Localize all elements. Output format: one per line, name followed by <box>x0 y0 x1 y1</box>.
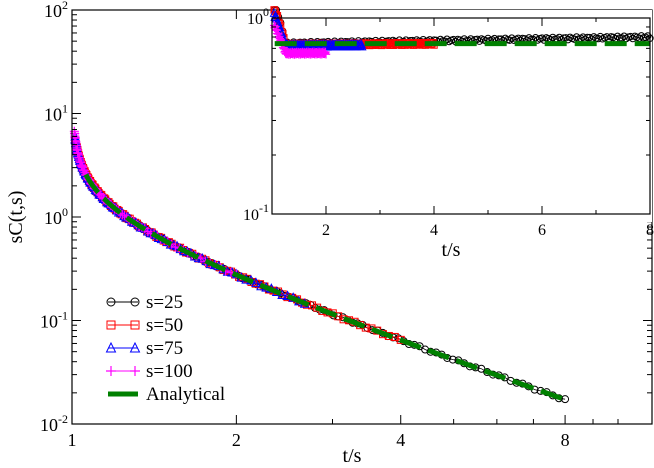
legend-marker-s=25-b <box>130 297 140 307</box>
inset-ytick-label-0: 100 <box>247 5 269 28</box>
main-point-s=100-86 <box>170 242 180 252</box>
main-series-s=100 <box>69 126 241 279</box>
legend-label-s=75: s=75 <box>146 338 183 359</box>
main-xtick-label-3: 8 <box>561 430 570 450</box>
legend-label-Analytical: Analytical <box>146 384 225 405</box>
inset-point-s=100-99 <box>321 50 331 59</box>
main-line-s=100 <box>74 131 237 275</box>
legend-entry-s=25: s=25 <box>106 292 183 313</box>
inset-point-s=75-124 <box>357 41 367 51</box>
main-ytick-label-2: 100 <box>44 205 68 228</box>
main-ytick-label-1: 101 <box>44 102 68 125</box>
inset-ytick-label-1: 10-1 <box>243 201 269 224</box>
legend-entry-Analytical: Analytical <box>108 384 225 405</box>
inset-point-s=25-173 <box>644 32 652 40</box>
legend-label-s=100: s=100 <box>146 361 193 382</box>
main-point-s=25-155 <box>448 355 457 364</box>
main-ylabel: sC(t,s) <box>5 191 27 244</box>
main-xtick-label-2: 4 <box>396 430 405 450</box>
legend-entry-s=100: s=100 <box>106 361 193 382</box>
main-xtick-label-1: 2 <box>232 430 241 450</box>
main-ytick-label-0: 102 <box>44 0 68 21</box>
legend-marker-s=50-a <box>106 320 116 330</box>
inset-plot-axes: 2 4 6 8 100 10-1 t/s <box>243 5 654 261</box>
legend-entry-s=75: s=75 <box>105 338 183 359</box>
legend-label-s=50: s=50 <box>146 315 183 336</box>
legend-marker-s=100-a <box>106 366 116 376</box>
main-ytick-label-3: 10-1 <box>40 309 68 332</box>
inset-xtick-label-1: 4 <box>430 222 438 239</box>
main-line-s=75 <box>74 136 305 305</box>
inset-xtick-label-3: 8 <box>646 222 654 239</box>
main-xlabel: t/s <box>343 445 362 467</box>
main-ytick-label-4: 10-2 <box>40 412 68 435</box>
inset-xtick-label-0: 2 <box>322 222 330 239</box>
main-xtick-label-0: 1 <box>68 430 77 450</box>
legend-marker-s=25-a <box>106 297 116 307</box>
inset-xtick-label-2: 6 <box>538 222 546 239</box>
legend-marker-s=50-b <box>130 320 140 330</box>
legend-entry-s=50: s=50 <box>106 315 183 336</box>
main-point-s=25-160 <box>477 364 486 373</box>
legend-label-s=25: s=25 <box>146 292 183 313</box>
main-point-s=50-133 <box>308 301 317 310</box>
main-point-s=25-174 <box>561 395 570 404</box>
inset-plot-data <box>269 6 654 59</box>
main-plot-data <box>69 126 570 404</box>
inset-series-s=100 <box>269 21 331 59</box>
main-point-s=100-69 <box>119 210 129 220</box>
legend-marker-s=75-b <box>129 341 141 353</box>
main-plot-axes: 1 2 4 8 102 101 100 10-1 10-2 t/s sC(t,s) <box>5 0 653 467</box>
inset-plot-frame <box>271 17 651 215</box>
legend-marker-s=75-a <box>105 341 117 353</box>
main-analytical-line <box>83 173 566 402</box>
legend-marker-s=100-b <box>130 366 140 376</box>
inset-xlabel: t/s <box>442 239 461 261</box>
main-point-s=75-115 <box>251 277 261 287</box>
